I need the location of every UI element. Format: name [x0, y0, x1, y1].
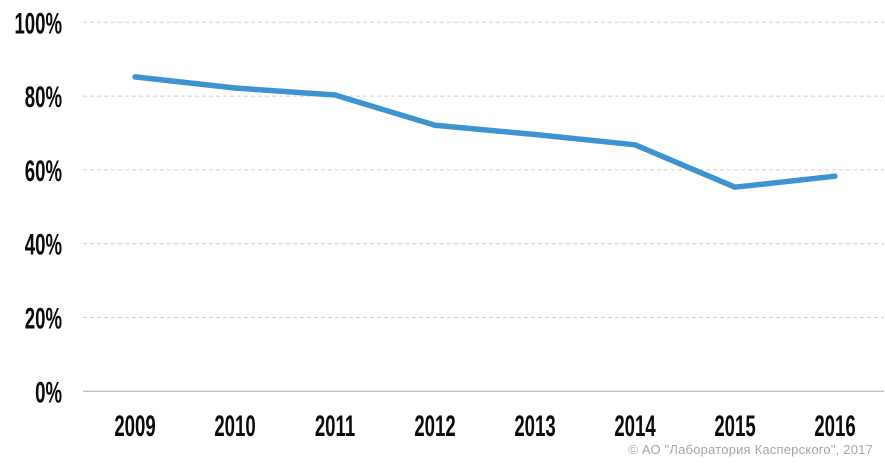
x-axis-tick-label: 2012	[414, 410, 455, 444]
x-axis-tick-label: 2015	[714, 410, 755, 444]
y-axis-tick-label: 60%	[25, 154, 62, 188]
y-axis-tick-label: 0%	[35, 376, 62, 410]
x-axis-tick-label: 2011	[315, 410, 355, 444]
x-axis-tick-label: 2016	[814, 410, 855, 444]
x-axis-tick-label: 2009	[114, 410, 155, 444]
x-axis-tick-label: 2010	[214, 410, 255, 444]
y-axis-tick-label: 100%	[14, 7, 62, 41]
spam-share-line	[132, 74, 838, 190]
x-axis-tick-label: 2013	[514, 410, 555, 444]
y-axis-tick-label: 20%	[25, 302, 62, 336]
y-axis-tick-label: 80%	[25, 81, 62, 115]
y-axis-tick-label: 40%	[25, 228, 62, 262]
x-axis-tick-label: 2014	[614, 410, 655, 444]
copyright-note: © АО "Лаборатория Касперского", 2017	[628, 442, 873, 457]
